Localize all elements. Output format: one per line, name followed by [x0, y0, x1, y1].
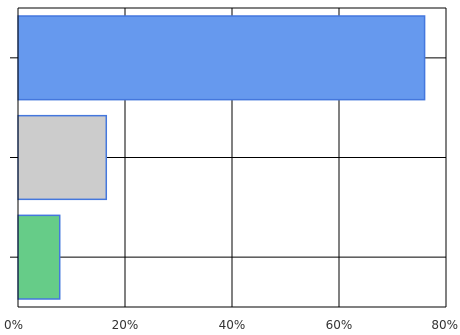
x-tick-labels: 0% 20% 40% 60% 80% [4, 318, 458, 332]
bar [17, 114, 108, 201]
x-tick-label: 60% [326, 318, 353, 332]
x-tick-label: 40% [219, 318, 246, 332]
x-tick-label: 0% [4, 318, 23, 332]
bar [17, 15, 426, 101]
x-tick-label: 20% [112, 318, 139, 332]
bar [17, 214, 61, 300]
x-tick-label: 80% [431, 318, 458, 332]
axis-layer [10, 7, 446, 308]
